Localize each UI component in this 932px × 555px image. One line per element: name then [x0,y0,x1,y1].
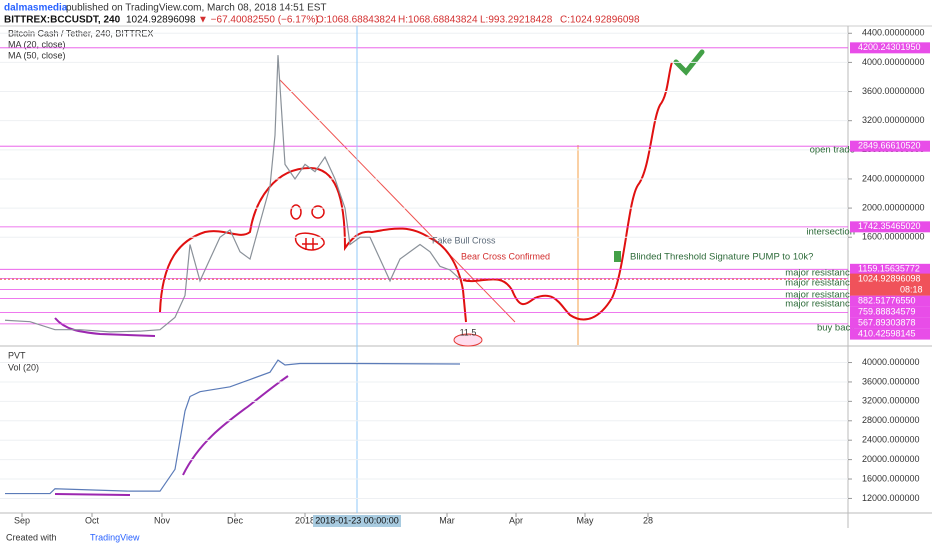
y-tick-label: 16000.000000 [862,473,920,483]
annotation: intersection [806,227,855,238]
level-label-box [850,42,930,54]
level-label: 410.42598145 [858,328,916,338]
y-tick-label: 4400.00000000 [862,28,925,38]
annotation: major resistance [785,290,855,301]
author[interactable]: dalmasmedia [4,3,68,14]
level-label: 2849.66610520 [858,141,921,151]
indicator-label: Vol (20) [8,362,39,372]
y-tick-label: 36000.000000 [862,376,920,386]
annotation: Blinded Threshold Signature PUMP to 10k? [630,252,813,263]
level-label-box [850,140,930,152]
y-tick-label: 2000.00000000 [862,202,925,212]
support-sketch [54,317,156,337]
crosshair-label: 2018-01-23 00:00:00 [315,515,399,525]
x-tick-label: Dec [227,515,244,525]
x-tick-label: 2018 [295,515,315,525]
projection-sketch [462,61,673,321]
x-tick-label: Nov [154,515,171,525]
level-label-box [850,328,930,340]
annotation: open trade [810,145,855,156]
indicator-label: MA (20, close) [8,39,66,49]
annotation: major resistance [785,299,855,310]
header-open: O:1068.68843824 [316,15,397,26]
annotation: major resistance [785,278,855,289]
x-tick-label: Oct [85,515,100,525]
series-line [5,359,461,495]
y-tick-label: 24000.000000 [862,435,920,445]
level-label: 1742.35465020 [858,221,921,231]
event-badge [453,333,483,347]
countdown: 08:18 [900,284,923,294]
published: published on TradingView.com, March 08, … [66,3,327,14]
y-tick-label: 4000.00000000 [862,57,925,67]
header-close: C:1024.92896098 [560,15,640,26]
y-tick-label: 2400.00000000 [862,173,925,183]
y-tick-label: 20000.000000 [862,454,920,464]
x-tick-label: 28 [643,515,653,525]
face-sketch [311,205,325,219]
header-price: 1024.92896098 [126,15,196,26]
level-label: 1159.15635772 [858,264,920,274]
y-tick-label: 12000.000000 [862,493,920,503]
level-label-box [850,263,930,275]
y-tick-label: 32000.000000 [862,396,920,406]
y-tick-label: 28000.000000 [862,415,920,425]
annotation: major resistance [785,268,855,279]
pvt-sketch [54,375,289,496]
pattern-sketch [159,166,467,323]
level-label: 4200.24301950 [858,42,921,52]
face-sketch [294,232,325,251]
level-label-box [850,221,930,233]
level-label-box [850,295,930,307]
pvt-title: PVT [8,350,26,360]
last-price-label: 1024.92896098 [858,273,921,283]
x-tick-label: Mar [439,515,455,525]
x-tick-label: Apr [509,515,523,525]
crosshair-box [313,515,401,527]
indicator-label: MA (50, close) [8,50,66,60]
level-label: 882.51776550 [858,295,916,305]
x-tick-label: May [576,515,594,525]
level-label-box [850,306,930,318]
annotation: Fake Bull Cross [432,235,496,245]
event-badge-label: 11.5 [460,327,477,337]
header-high: H:1068.68843824 [398,15,478,26]
header-low: L:993.29218428 [480,15,553,26]
y-tick-label: 3600.00000000 [862,86,925,96]
face-sketch [290,204,302,220]
footer-brand[interactable]: TradingView [90,532,140,542]
y-tick-label: 3200.00000000 [862,115,925,125]
symbol: BITTREX:BCCUSDT, 240 [4,15,121,26]
check-mark [673,49,705,76]
level-label: 567.89303878 [858,317,916,327]
last-price-box [850,273,930,296]
header-change: ▼ −67.40082550 (−6.17%) [198,15,319,26]
annotation: Bear Cross Confirmed [461,251,550,261]
level-label-box [850,317,930,329]
footer-created: Created with [6,532,57,542]
level-label: 759.88834579 [858,306,916,316]
y-tick-label: 1600.00000000 [862,232,925,242]
annotation: buy back [817,323,855,334]
series-line [4,55,461,333]
y-tick-label: 40000.000000 [862,357,920,367]
rocket-icon [614,251,621,262]
x-tick-label: Sep [14,515,30,525]
